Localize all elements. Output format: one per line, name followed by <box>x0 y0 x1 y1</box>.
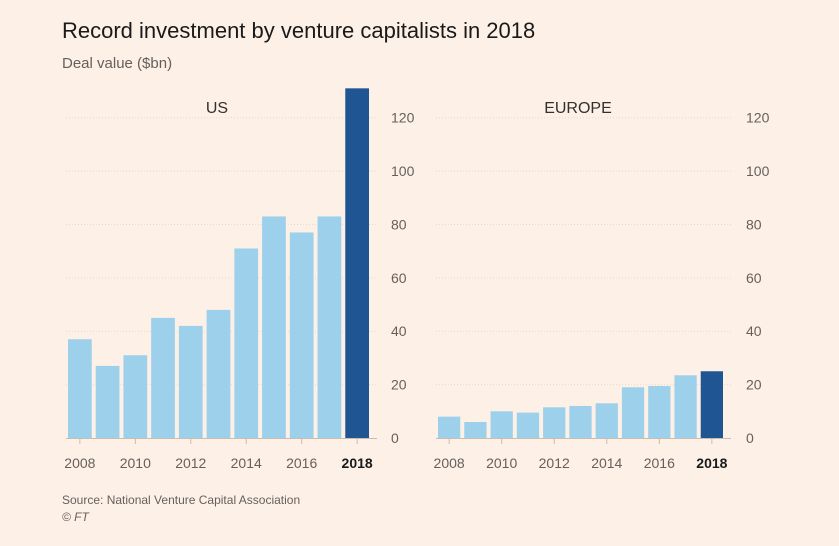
panel-title-europe: EUROPE <box>544 100 612 117</box>
bar-europe-2009 <box>464 421 487 438</box>
y-tick-label: 40 <box>746 323 762 339</box>
bar-us-2012 <box>178 325 203 438</box>
bar-europe-2013 <box>569 405 592 438</box>
x-tick-label: 2010 <box>120 455 151 471</box>
bar-europe-2012 <box>543 407 566 438</box>
y-tick-label: 20 <box>391 377 407 393</box>
x-tick-label: 2014 <box>591 455 622 471</box>
y-tick-label: 120 <box>746 110 770 126</box>
chart-title: Record investment by venture capitalists… <box>62 18 536 43</box>
bar-us-2009 <box>95 365 120 438</box>
x-tick-label: 2016 <box>644 455 675 471</box>
y-tick-label: 0 <box>391 430 399 446</box>
x-tick-label: 2012 <box>539 455 570 471</box>
x-tick-label: 2018 <box>696 455 727 471</box>
x-tick-label: 2010 <box>486 455 517 471</box>
x-tick-label: 2018 <box>342 455 373 471</box>
bar-europe-2018 <box>700 371 723 438</box>
bar-us-2017 <box>317 216 342 438</box>
panel-us: 0 20 40 60 80 100 120 US 2008 2010 2012 2014 2016 201… <box>64 88 415 471</box>
panel-title-us: US <box>206 100 228 117</box>
y-tick-label: 80 <box>746 216 762 232</box>
source-note: Source: National Venture Capital Associa… <box>62 493 301 507</box>
bar-europe-2016 <box>648 385 671 438</box>
bar-europe-2017 <box>674 375 697 438</box>
bar-europe-2015 <box>621 387 645 438</box>
y-tick-label: 80 <box>391 216 407 232</box>
y-tick-label: 120 <box>391 110 415 126</box>
x-tick-label: 2008 <box>64 455 95 471</box>
bar-us-2008 <box>68 339 92 438</box>
y-tick-label: 40 <box>391 323 407 339</box>
x-tick-label: 2016 <box>286 455 317 471</box>
panel-europe: 0 20 40 60 80 100 120 EUROPE 2008 2010 2012 2014 201… <box>434 100 770 471</box>
bar-europe-2010 <box>490 411 513 438</box>
y-tick-label: 60 <box>746 270 762 286</box>
chart-subtitle: Deal value ($bn) <box>62 55 173 72</box>
x-tick-label: 2012 <box>175 455 206 471</box>
bar-us-2018 <box>345 88 369 438</box>
bar-europe-2011 <box>516 412 540 438</box>
bar-us-2015 <box>262 216 286 438</box>
y-tick-label: 100 <box>746 163 770 179</box>
bar-us-2013 <box>206 309 231 438</box>
bar-us-2016 <box>289 232 314 438</box>
bar-us-2011 <box>151 317 175 438</box>
bar-us-2010 <box>123 355 148 438</box>
x-tick-label: 2008 <box>434 455 465 471</box>
credit-note: © FT <box>62 510 89 524</box>
x-tick-label: 2014 <box>231 455 262 471</box>
y-tick-label: 20 <box>746 377 762 393</box>
y-tick-label: 0 <box>746 430 754 446</box>
bar-europe-2014 <box>595 403 618 438</box>
y-tick-label: 100 <box>391 163 415 179</box>
bar-europe-2008 <box>438 416 461 438</box>
bar-us-2014 <box>234 248 259 438</box>
y-tick-label: 60 <box>391 270 407 286</box>
